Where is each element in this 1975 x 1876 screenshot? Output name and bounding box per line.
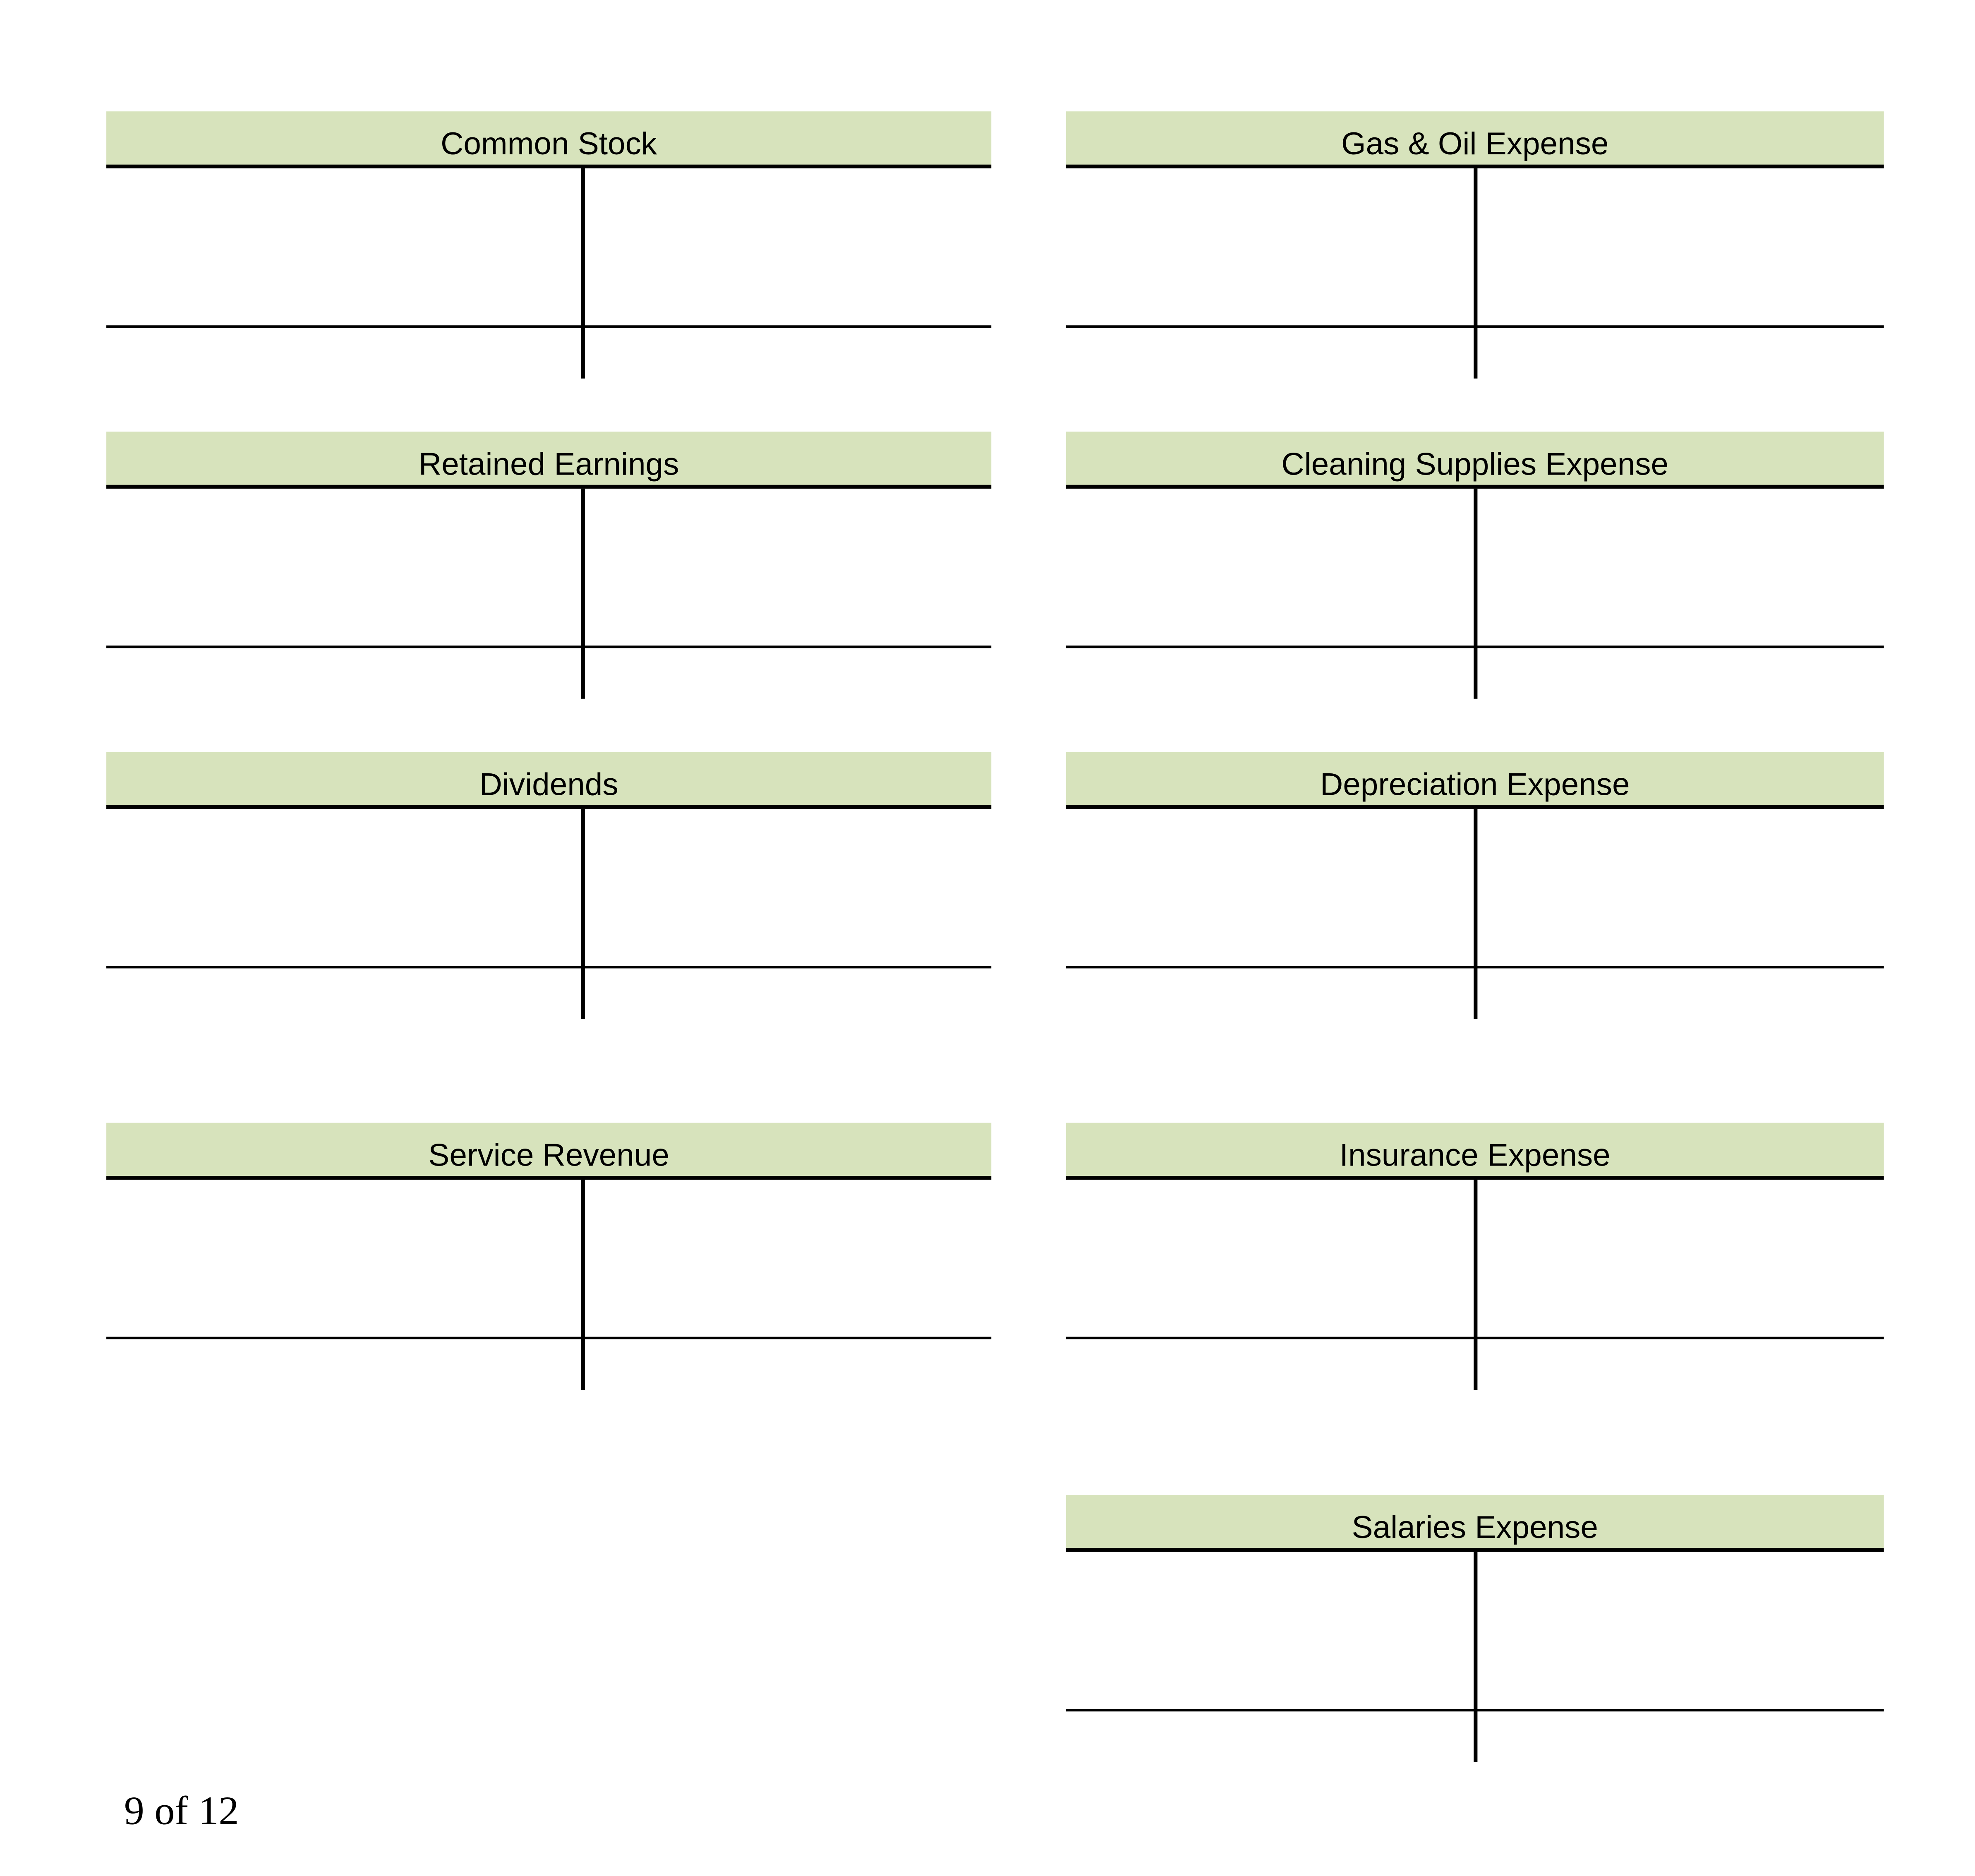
t-divider <box>1474 808 1478 1019</box>
account-title: Insurance Expense <box>1066 1123 1884 1180</box>
total-line <box>1066 645 1884 648</box>
t-divider <box>581 808 585 1019</box>
t-account-salaries-expense: Salaries Expense <box>1066 1495 1884 1763</box>
t-account-depreciation-expense: Depreciation Expense <box>1066 752 1884 1020</box>
account-title: Depreciation Expense <box>1066 752 1884 809</box>
t-account-retained-earnings: Retained Earnings <box>106 432 992 700</box>
t-divider <box>581 488 585 699</box>
t-divider <box>1474 488 1478 699</box>
total-line <box>106 325 992 328</box>
t-divider <box>1474 1552 1478 1762</box>
total-line <box>106 1336 992 1339</box>
account-title: Cleaning Supplies Expense <box>1066 432 1884 489</box>
account-title: Dividends <box>106 752 992 809</box>
t-divider <box>581 168 585 379</box>
page-number: 9 of 12 <box>124 1787 239 1833</box>
t-account-service-revenue: Service Revenue <box>106 1123 992 1391</box>
total-line <box>1066 966 1884 969</box>
total-line <box>1066 1709 1884 1712</box>
account-title: Retained Earnings <box>106 432 992 489</box>
t-divider <box>1474 168 1478 379</box>
account-title: Gas & Oil Expense <box>1066 111 1884 168</box>
t-account-common-stock: Common Stock <box>106 111 992 380</box>
account-title: Salaries Expense <box>1066 1495 1884 1552</box>
t-divider <box>581 1180 585 1390</box>
account-title: Common Stock <box>106 111 992 168</box>
t-account-cleaning-supplies-expense: Cleaning Supplies Expense <box>1066 432 1884 700</box>
total-line <box>1066 1336 1884 1339</box>
total-line <box>106 645 992 648</box>
t-account-dividends: Dividends <box>106 752 992 1020</box>
total-line <box>1066 325 1884 328</box>
t-account-insurance-expense: Insurance Expense <box>1066 1123 1884 1391</box>
account-title: Service Revenue <box>106 1123 992 1180</box>
t-divider <box>1474 1180 1478 1390</box>
total-line <box>106 966 992 969</box>
t-account-gas-oil-expense: Gas & Oil Expense <box>1066 111 1884 380</box>
